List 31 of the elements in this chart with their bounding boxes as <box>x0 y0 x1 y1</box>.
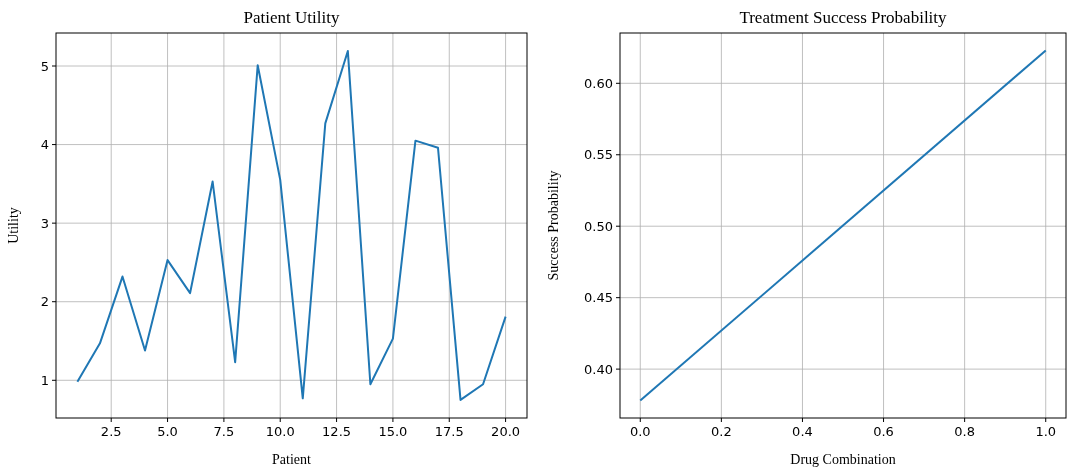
x-tick-label: 12.5 <box>322 424 352 439</box>
x-tick-label: 0.2 <box>711 424 732 439</box>
y-tick-label: 0.60 <box>584 75 613 91</box>
x-tick-label: 0.4 <box>792 424 813 439</box>
x-tick-label: 0.8 <box>954 424 975 439</box>
y-tick-label: 1 <box>40 372 49 388</box>
y-tick-label: 0.45 <box>584 290 613 306</box>
x-tick-label: 15.0 <box>378 424 408 439</box>
x-tick-label: 17.5 <box>434 424 464 439</box>
y-tick-label: 0.50 <box>584 218 613 234</box>
y-tick-label: 0.55 <box>584 147 613 163</box>
x-axis-title: Patient <box>272 452 312 467</box>
y-tick-label: 0.40 <box>584 361 613 377</box>
x-tick-label: 7.5 <box>213 424 235 439</box>
x-tick-label: 0.6 <box>873 424 894 439</box>
chart-title: Patient Utility <box>243 8 340 27</box>
x-axis-title: Drug Combination <box>790 452 896 467</box>
x-tick-label: 1.0 <box>1035 424 1057 439</box>
x-tick-label: 2.5 <box>100 424 122 439</box>
y-axis-title: Success Probability <box>546 170 561 281</box>
y-tick-label: 4 <box>40 137 49 153</box>
x-tick-label: 10.0 <box>265 424 295 439</box>
line-series <box>76 50 507 401</box>
y-tick-label: 3 <box>40 215 49 231</box>
y-tick-label: 5 <box>40 58 49 74</box>
x-tick-label: 0.0 <box>629 424 651 439</box>
y-axis-title: Utility <box>6 207 21 244</box>
y-tick-label: 2 <box>40 294 49 310</box>
x-tick-label: 5.0 <box>157 424 178 439</box>
chart-title: Treatment Success Probability <box>739 8 948 27</box>
x-tick-label: 20.0 <box>491 424 521 439</box>
